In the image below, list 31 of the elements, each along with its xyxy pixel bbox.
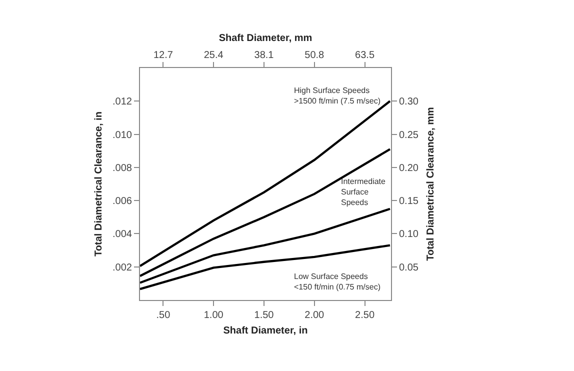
x2-tick-label: 63.5	[355, 50, 375, 61]
y2-tick-label: 0.15	[399, 196, 419, 208]
y2-tick-label: 0.10	[399, 229, 419, 240]
y-tick-label: .010	[112, 130, 132, 141]
x2-tick-label: 25.4	[204, 50, 224, 61]
annotation: Low Surface Speeds <150 ft/min (0.75 m/sec)	[294, 272, 381, 292]
y2-tick-label: 0.25	[399, 130, 419, 141]
x2-tick-label: 50.8	[304, 50, 325, 61]
annotation: High Surface Speeds >1500 ft/min (7.5 m/sec)	[294, 86, 381, 106]
line-series	[140, 244, 391, 290]
y-tick-label: .004	[112, 229, 132, 240]
y-tick-label: .008	[112, 162, 132, 174]
y-tick-label: .012	[112, 96, 132, 108]
x-tick-label: 2.00	[304, 310, 325, 321]
x2-axis-title: Shaft Diameter, mm	[218, 33, 312, 44]
y2-tick-label: 0.20	[399, 162, 419, 174]
x2-tick-label: 12.7	[153, 50, 174, 61]
y-tick-label: .002	[112, 262, 132, 274]
x-axis-title: Shaft Diameter, in	[223, 326, 308, 336]
y-axis-title: Total Diametrical Clearance, in	[94, 112, 105, 256]
annotation: Intermediate Surface Speeds	[341, 177, 386, 207]
y-tick-label: .006	[112, 196, 132, 208]
x-tick-label: .50	[156, 310, 171, 321]
y2-tick-label: 0.05	[399, 262, 419, 274]
y2-axis-title: Total Diametrical Clearance, mm	[425, 107, 436, 261]
x2-tick-label: 38.1	[254, 50, 274, 61]
line-series	[140, 208, 391, 284]
y2-tick-label: 0.30	[399, 96, 419, 108]
x-tick-label: 1.00	[204, 310, 224, 321]
x-tick-label: 1.50	[254, 310, 274, 321]
x-tick-label: 2.50	[355, 310, 375, 321]
